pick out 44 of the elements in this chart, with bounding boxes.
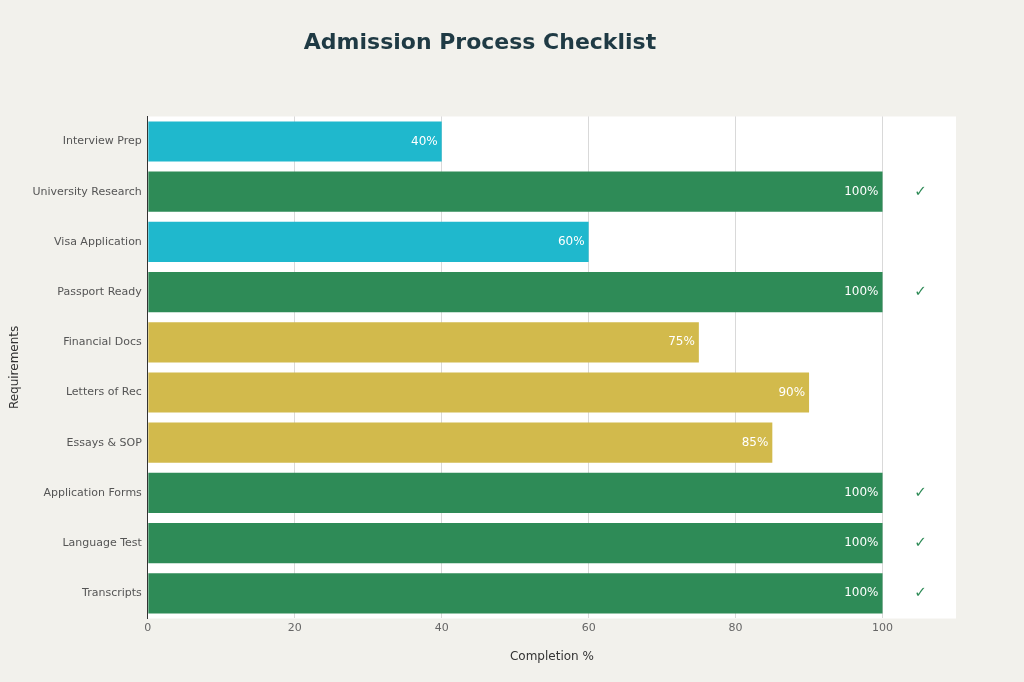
data-label: 100% [844, 485, 879, 500]
y-tick-label: Passport Ready [57, 284, 143, 298]
y-tick-label: Application Forms [43, 485, 143, 499]
bar [148, 472, 883, 513]
x-tick-label: 20 [287, 620, 302, 634]
data-label: 100% [844, 535, 879, 550]
y-tick-label: Visa Application [54, 234, 142, 248]
annotation: ✓ [914, 281, 927, 300]
bar [148, 573, 883, 614]
y-tick-label: Essays & SOP [66, 435, 143, 449]
bar [148, 121, 442, 162]
data-label: 75% [668, 334, 695, 349]
y-tick-label: Financial Docs [63, 335, 143, 349]
x-tick-label: 60 [581, 620, 596, 634]
annotation: ✓ [914, 482, 927, 501]
data-label: 90% [778, 384, 806, 399]
y-tick-label: Transcripts [81, 586, 143, 600]
bar [148, 372, 810, 413]
x-tick-label: 40 [434, 620, 449, 634]
bar [148, 422, 773, 463]
annotation: ✓ [914, 181, 927, 200]
bar [148, 272, 883, 313]
data-label: 100% [844, 183, 879, 198]
y-tick-label: Language Test [62, 535, 143, 549]
x-tick-label: 80 [728, 620, 743, 634]
bar [148, 221, 589, 262]
bar [148, 523, 883, 564]
y-tick-label: Interview Prep [62, 134, 142, 148]
x-tick-label: 0 [144, 620, 152, 634]
annotation: ✓ [914, 583, 927, 602]
data-label: 60% [557, 234, 585, 249]
y-axis-title: Requirements [7, 325, 22, 410]
bar [148, 322, 699, 363]
annotation: ✓ [914, 532, 927, 551]
data-label: 40% [411, 133, 438, 148]
data-label: 100% [844, 284, 879, 299]
x-axis-title: Completion % [509, 648, 594, 663]
y-tick-label: Letters of Rec [65, 385, 142, 399]
y-tick-label: University Research [32, 184, 142, 198]
chart-title: Admission Process Checklist [303, 28, 657, 54]
bar [148, 171, 883, 212]
data-label: 100% [844, 585, 879, 600]
x-tick-label: 100 [872, 620, 894, 634]
data-label: 85% [741, 434, 769, 449]
